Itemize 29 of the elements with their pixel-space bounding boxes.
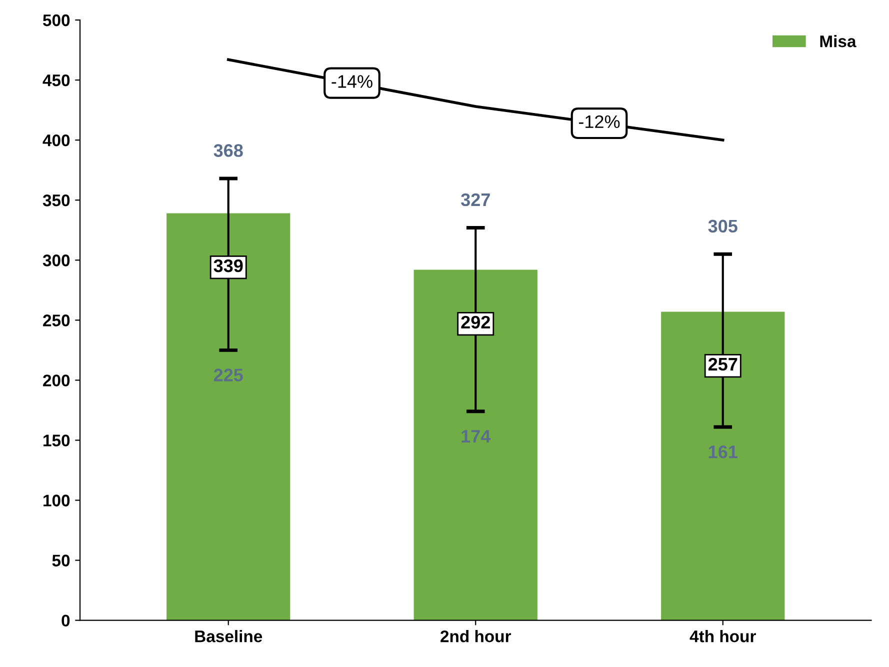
x-tick-label: Baseline [195, 630, 262, 642]
data-label: 292 [461, 316, 490, 329]
data-label: 339 [214, 259, 243, 272]
y-tick-label: 300 [42, 254, 70, 266]
y-tick-label: 500 [42, 14, 70, 26]
y-tick-label: 150 [44, 434, 70, 446]
annotation: 161 [708, 445, 738, 458]
annotation: -12% [578, 115, 620, 128]
annotation: 327 [460, 193, 490, 206]
y-tick-label: 100 [44, 494, 70, 506]
x-tick-label: 2nd hour [440, 630, 512, 642]
y-tick-label: 400 [42, 134, 70, 146]
y-tick-label: 200 [43, 374, 70, 386]
y-tick-label: 450 [42, 74, 70, 86]
bar [414, 270, 538, 620]
y-tick-label: 250 [43, 314, 70, 326]
y-tick-label: 350 [42, 194, 70, 206]
data-label: 257 [708, 358, 738, 371]
annotation: -14% [332, 75, 372, 88]
x-tick-label: 4th hour [690, 630, 756, 642]
bar [166, 213, 290, 620]
y-tick-label: 50 [52, 554, 70, 566]
annotation: 368 [214, 144, 243, 157]
legend-label: Misa [820, 35, 856, 48]
annotation: 225 [214, 368, 243, 382]
annotation: 305 [708, 220, 738, 233]
annotation: 174 [462, 430, 491, 442]
bar [661, 312, 785, 620]
y-tick-label: 0 [62, 614, 70, 627]
